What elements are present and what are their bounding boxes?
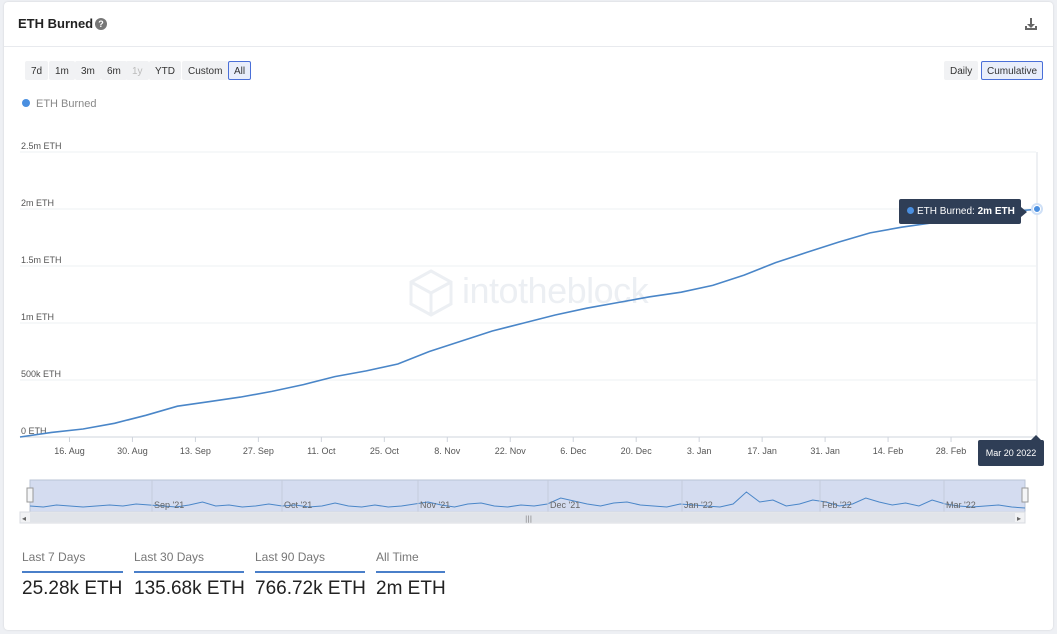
navigator-series-line (29, 491, 1026, 509)
x-tick-label: 14. Feb (873, 446, 904, 456)
stat-label: Last 7 Days (22, 550, 123, 573)
scrollbar-grip-icon: ||| (525, 515, 532, 523)
navigator-label: Feb '22 (822, 500, 852, 510)
tooltip-value: 2m ETH (977, 206, 1015, 217)
scrollbar-thumb[interactable] (30, 513, 1015, 522)
x-tick-label: 22. Nov (495, 446, 527, 456)
x-tick-label: 25. Oct (370, 446, 400, 456)
y-tick-label: 1m ETH (21, 312, 54, 322)
x-tick-label: 6. Dec (560, 446, 587, 456)
y-tick-label: 2m ETH (21, 198, 54, 208)
navigator-label: Mar '22 (946, 500, 976, 510)
stat-label: All Time (376, 550, 445, 573)
stat-last-30-days[interactable]: Last 30 Days 135.68k ETH (134, 550, 245, 600)
stat-value: 766.72k ETH (255, 578, 366, 599)
watermark-text: intotheblock (462, 270, 649, 311)
y-tick-label: 500k ETH (21, 369, 61, 379)
range-7d-button[interactable]: 7d (25, 61, 49, 80)
x-tick-label: 11. Oct (307, 446, 336, 456)
chart-title: ETH Burned (18, 16, 94, 31)
series-line-eth-burned (19, 208, 1042, 438)
x-tick-label: 20. Dec (621, 446, 653, 456)
stat-label: Last 90 Days (255, 550, 365, 573)
y-tick-label: 0 ETH (21, 426, 47, 436)
chart-card: ETH Burned ? (4, 2, 1053, 630)
cube-logo-icon (409, 269, 453, 317)
watermark: intotheblock (406, 268, 649, 323)
tooltip-label: ETH Burned: (917, 206, 978, 217)
line-chart: 0 ETH 500k ETH 1m ETH 1.5m ETH 2m ETH 2.5m ET… (19, 141, 1043, 456)
x-tick-label: 31. Jan (810, 446, 840, 456)
stat-all-time[interactable]: All Time 2m ETH (376, 550, 446, 600)
crosshair-date-label: Mar 20 2022 (978, 435, 1044, 466)
chart-tooltip: ETH Burned: 2m ETH (899, 199, 1027, 224)
legend-label: ETH Burned (36, 98, 97, 110)
x-tick-label: 28. Feb (936, 446, 967, 456)
x-tick-label: 8. Nov (434, 446, 461, 456)
range-ytd-button[interactable]: YTD (149, 61, 181, 80)
navigator-label: Nov '21 (420, 500, 450, 510)
daily-mode-button[interactable]: Daily (944, 61, 979, 80)
y-tick-label: 1.5m ETH (21, 255, 62, 265)
x-tick-label: 17. Jan (747, 446, 777, 456)
navigator-label: Sep '21 (154, 500, 184, 510)
range-1m-button[interactable]: 1m (49, 61, 75, 80)
legend-dot-icon (22, 99, 30, 108)
end-marker-point (1033, 205, 1041, 213)
scroll-left-arrow-icon[interactable]: ◂ (22, 514, 26, 523)
stat-last-7-days[interactable]: Last 7 Days 25.28k ETH (22, 550, 123, 600)
navigator-label: Jan '22 (684, 500, 713, 510)
range-3m-button[interactable]: 3m (75, 61, 101, 80)
range-custom-button[interactable]: Custom (182, 61, 229, 80)
x-tick-label: 13. Sep (180, 446, 211, 456)
chart-legend[interactable]: ETH Burned (22, 98, 97, 110)
range-1y-button[interactable]: 1y (126, 61, 149, 80)
question-circle-icon[interactable]: ? (95, 18, 107, 30)
x-tick-label: 16. Aug (54, 446, 85, 456)
navigator-left-handle[interactable] (26, 487, 34, 503)
stat-value: 2m ETH (376, 578, 446, 599)
download-icon[interactable] (1023, 16, 1039, 32)
navigator-label: Dec '21 (550, 500, 580, 510)
stat-last-90-days[interactable]: Last 90 Days 766.72k ETH (255, 550, 366, 600)
range-navigator[interactable]: Sep '21 Oct '21 Nov '21 Dec '21 Jan '22 Feb '… (16, 477, 1041, 525)
x-tick-label: 27. Sep (243, 446, 274, 456)
x-tick-label: 30. Aug (117, 446, 148, 456)
cumulative-mode-button[interactable]: Cumulative (981, 61, 1044, 80)
stat-value: 25.28k ETH (22, 578, 123, 599)
range-all-button[interactable]: All (228, 61, 252, 80)
y-tick-label: 2.5m ETH (21, 141, 62, 151)
scroll-right-arrow-icon[interactable]: ▸ (1017, 514, 1021, 523)
card-header: ETH Burned ? (4, 2, 1053, 47)
stat-label: Last 30 Days (134, 550, 244, 573)
tooltip-dot-icon (907, 207, 914, 214)
navigator-right-handle[interactable] (1021, 487, 1029, 503)
x-tick-label: 3. Jan (687, 446, 712, 456)
range-6m-button[interactable]: 6m (101, 61, 127, 80)
navigator-label: Oct '21 (284, 500, 312, 510)
stat-value: 135.68k ETH (134, 578, 245, 599)
